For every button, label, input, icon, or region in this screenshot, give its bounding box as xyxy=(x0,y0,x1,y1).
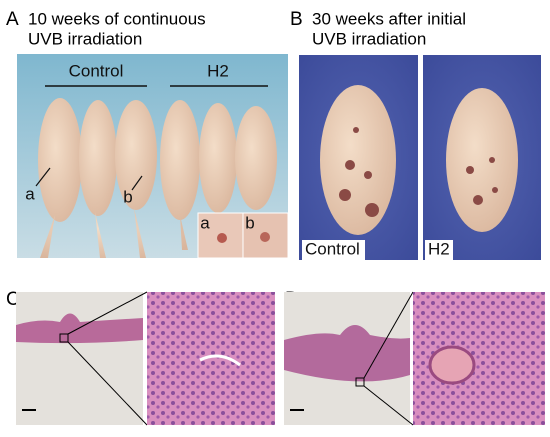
marker-label: b xyxy=(123,187,132,206)
photo xyxy=(17,54,289,259)
photo xyxy=(299,55,541,260)
panel-title: UVB irradiation xyxy=(28,29,142,48)
micrograph xyxy=(16,291,275,426)
panel-label: B xyxy=(290,9,303,30)
inset-label: a xyxy=(200,213,210,232)
inset-label: b xyxy=(245,213,254,232)
panel-label: A xyxy=(6,9,19,30)
panel-title: 10 weeks of continuous xyxy=(28,9,206,28)
marker-label: a xyxy=(25,184,35,203)
panel-title: 30 weeks after initial xyxy=(312,9,466,28)
photo-label: Control xyxy=(305,239,360,258)
group-label: Control xyxy=(69,61,124,80)
micrograph xyxy=(284,291,545,426)
group-label: H2 xyxy=(207,61,229,80)
photo-label: H2 xyxy=(428,239,450,258)
panel-title: UVB irradiation xyxy=(312,29,426,48)
